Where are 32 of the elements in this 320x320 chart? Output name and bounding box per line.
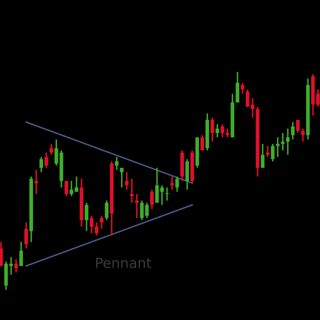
candlestick	[291, 121, 295, 140]
candlestick	[185, 158, 189, 190]
candlestick	[100, 215, 104, 230]
annotation: Pennant	[96, 258, 152, 268]
candlestick	[94, 222, 98, 236]
candlestick	[216, 124, 220, 138]
candlestick	[260, 143, 264, 169]
candlestick	[240, 82, 244, 94]
candlestick	[124, 172, 129, 190]
candlestick	[90, 215, 94, 234]
candlestick	[220, 124, 224, 138]
candlestick	[64, 180, 68, 197]
candlestick	[266, 145, 270, 158]
candlestick	[200, 134, 204, 152]
candlestick	[236, 71, 240, 104]
candlestick	[0, 241, 3, 267]
candlestick	[24, 222, 28, 250]
candlestick	[39, 156, 44, 173]
candlestick	[104, 200, 108, 221]
candlestick	[170, 176, 174, 190]
candlestick	[296, 119, 300, 134]
candlestick	[84, 202, 88, 232]
candlestick	[210, 117, 214, 142]
candlestick	[165, 186, 169, 202]
candlestick	[175, 176, 179, 193]
candlestick	[50, 143, 54, 156]
candlestick	[280, 132, 285, 152]
candlestick	[270, 143, 275, 162]
candlestick	[44, 152, 48, 169]
candlestick	[19, 241, 23, 267]
candlestick	[150, 188, 154, 210]
candlestick	[180, 150, 184, 182]
